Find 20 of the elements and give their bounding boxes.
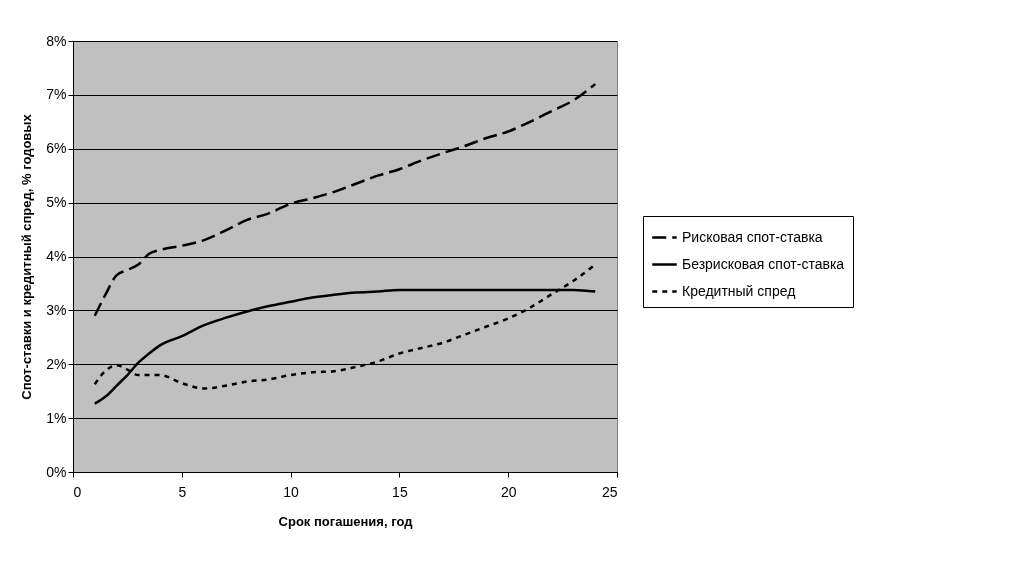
y-tick-label: 8% — [46, 32, 67, 49]
legend-label: Безрисковая спот-ставка — [682, 255, 845, 272]
y-tick-label: 7% — [46, 86, 67, 103]
x-tick-label: 15 — [392, 483, 408, 500]
x-axis-title: Срок погашения, год — [278, 513, 414, 529]
y-tick-label: 0% — [46, 463, 67, 480]
x-tick-label: 10 — [283, 483, 300, 500]
y-tick-label: 3% — [46, 301, 67, 318]
legend-label: Рисковая спот-ставка — [682, 228, 823, 245]
x-tick-label: 5 — [178, 483, 187, 500]
x-tick-label: 20 — [500, 483, 517, 500]
y-tick-label: 2% — [46, 355, 67, 372]
x-tick-label: 25 — [601, 483, 618, 500]
y-tick-label: 4% — [46, 248, 67, 264]
x-tick-label: 0 — [73, 483, 82, 500]
legend-label: Кредитный спред — [682, 282, 796, 299]
y-tick-label: 6% — [46, 140, 67, 157]
y-axis-title: Спот-ставки и кредитный спред, % годовых — [19, 113, 35, 400]
y-tick-label: 1% — [46, 409, 67, 426]
y-tick-label: 5% — [46, 194, 67, 211]
